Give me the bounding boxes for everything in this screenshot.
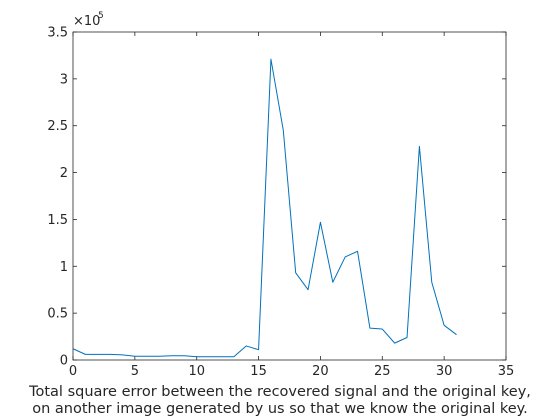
y-tick-label: 3: [60, 72, 68, 87]
x-tick-label: 35: [498, 364, 515, 379]
axes: [72, 31, 507, 361]
x-tick-label: 20: [312, 364, 329, 379]
series: [72, 58, 457, 358]
x-tick-label: 10: [188, 364, 205, 379]
series-line: [72, 58, 457, 358]
y-exponent-base: ×10: [73, 14, 100, 29]
tick-labels: 0 5 10 15 20 25 30 35 0 0.5 1 1.5 2 2.5 3 3.5: [47, 26, 514, 380]
y-tick-label: 1.5: [47, 213, 68, 228]
x-tick-label: 15: [250, 364, 267, 379]
x-tick-label: 5: [131, 364, 139, 379]
y-tick-label: 1: [60, 260, 68, 275]
y-tick-label: 3.5: [47, 26, 68, 41]
y-tick-label: 0.5: [47, 307, 68, 322]
y-exponent-power: 5: [98, 11, 104, 21]
y-tick-label: 0: [60, 354, 68, 369]
ticks: [72, 31, 507, 361]
y-tick-label: 2: [60, 166, 68, 181]
caption-line-1: Total square error between the recovered…: [29, 384, 531, 400]
caption-line-2: on another image generated by us so that…: [32, 401, 528, 417]
x-tick-label: 0: [69, 364, 77, 379]
plot-box: [72, 31, 507, 361]
x-tick-label: 25: [374, 364, 391, 379]
y-exponent: ×105: [73, 11, 104, 29]
y-tick-label: 2.5: [47, 119, 68, 134]
x-tick-label: 30: [436, 364, 453, 379]
